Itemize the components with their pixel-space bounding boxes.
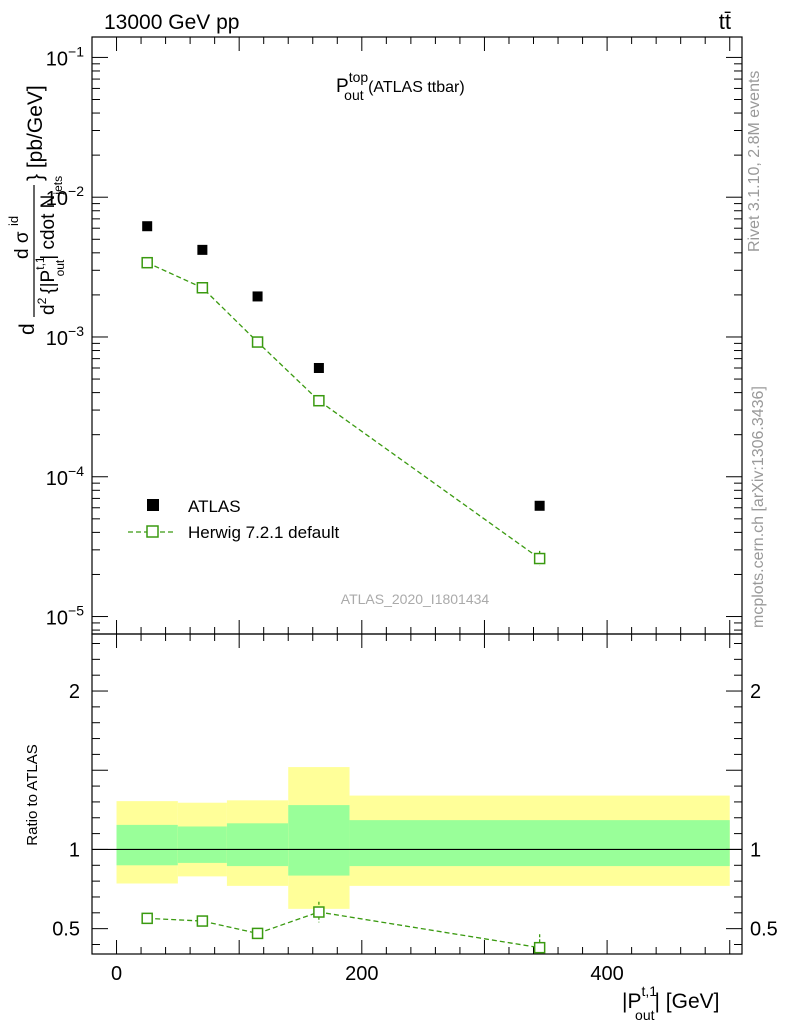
ratio-ylabel: Ratio to ATLAS (24, 744, 41, 845)
energy-label: 13000 GeV pp (104, 11, 239, 34)
herwig-point-1 (196, 282, 209, 294)
legend-herwig-label: Herwig 7.2.1 default (188, 523, 339, 542)
ratio-point-2 (251, 927, 264, 940)
svg-text:} [pb/GeV]: } [pb/GeV] (24, 85, 47, 181)
rivet-label: Rivet 3.1.10, 2.8M events (746, 71, 763, 252)
axis-ticks: 0 200 400 10−5 10−4 10−3 10−2 10−1 0.5 0.5 1 1 2 2 (46, 37, 778, 985)
y-tick-label-3: 10−2 (46, 183, 84, 210)
ratio-point-0 (141, 912, 153, 925)
x-tick-label-0: 0 (111, 963, 122, 985)
stat-band-4 (349, 820, 730, 867)
main-ylabel: d d σ id d2{|Pt,1 out| cdot Njets } [pb/G… (6, 85, 67, 335)
stat-band-3 (288, 805, 350, 876)
ratio-y-label-left-1: 1 (69, 839, 80, 861)
x-tick-label-400: 400 (590, 963, 623, 985)
y-tick-label-4: 10−1 (46, 43, 84, 70)
legend: ATLAS Herwig 7.2.1 default (128, 497, 339, 542)
atlas-point-4 (534, 500, 545, 511)
analysis-id: ATLAS_2020_I1801434 (341, 591, 490, 607)
ratio-point-3 (313, 906, 325, 918)
ratio-y-label-left-2: 2 (69, 681, 80, 703)
svg-text:id: id (6, 216, 21, 226)
ratio-herwig-line (147, 911, 540, 949)
y-tick-label-0: 10−5 (46, 603, 84, 630)
stat-band-2 (226, 823, 289, 867)
ratio-data-layer (141, 901, 546, 954)
ratio-bands (116, 767, 730, 909)
ratio-panel-frame (91, 633, 743, 955)
herwig-point-3 (313, 394, 325, 407)
svg-text:d σ: d σ (12, 231, 33, 259)
ratio-y-label-left-0.5: 0.5 (52, 919, 80, 941)
main-data-layer (141, 221, 546, 566)
atlas-point-2 (252, 291, 263, 302)
plot-title: Ptop out (ATLAS ttbar) (336, 69, 465, 103)
legend-atlas-label: ATLAS (188, 497, 241, 516)
herwig-point-0 (141, 256, 153, 269)
herwig-point-4 (533, 552, 546, 565)
ratio-point-4 (533, 941, 546, 954)
y-tick-label-1: 10−4 (46, 463, 84, 490)
ratio-y-label-right-2: 2 (750, 681, 761, 703)
mcplots-label: mcplots.cern.ch [arXiv:1306.3436] (750, 386, 767, 628)
stat-band-1 (177, 826, 227, 863)
svg-text:d: d (16, 323, 39, 335)
atlas-point-3 (313, 362, 324, 373)
herwig-point-2 (251, 336, 264, 348)
legend-atlas-marker (147, 499, 159, 511)
atlas-point-0 (142, 221, 153, 232)
stat-band-0 (116, 824, 178, 866)
x-tick-label-200: 200 (345, 963, 378, 985)
ratio-xlabel: |Pt,1 out| [GeV] (622, 983, 720, 1023)
ratio-y-label-right-0.5: 0.5 (750, 919, 778, 941)
main-panel-frame (91, 36, 743, 635)
y-tick-label-2: 10−3 (46, 323, 84, 350)
process-label: tt̄ (719, 9, 731, 34)
ratio-point-1 (196, 915, 209, 927)
legend-herwig-marker (146, 525, 159, 538)
ratio-y-label-right-1: 1 (750, 839, 761, 861)
atlas-point-1 (197, 244, 208, 255)
